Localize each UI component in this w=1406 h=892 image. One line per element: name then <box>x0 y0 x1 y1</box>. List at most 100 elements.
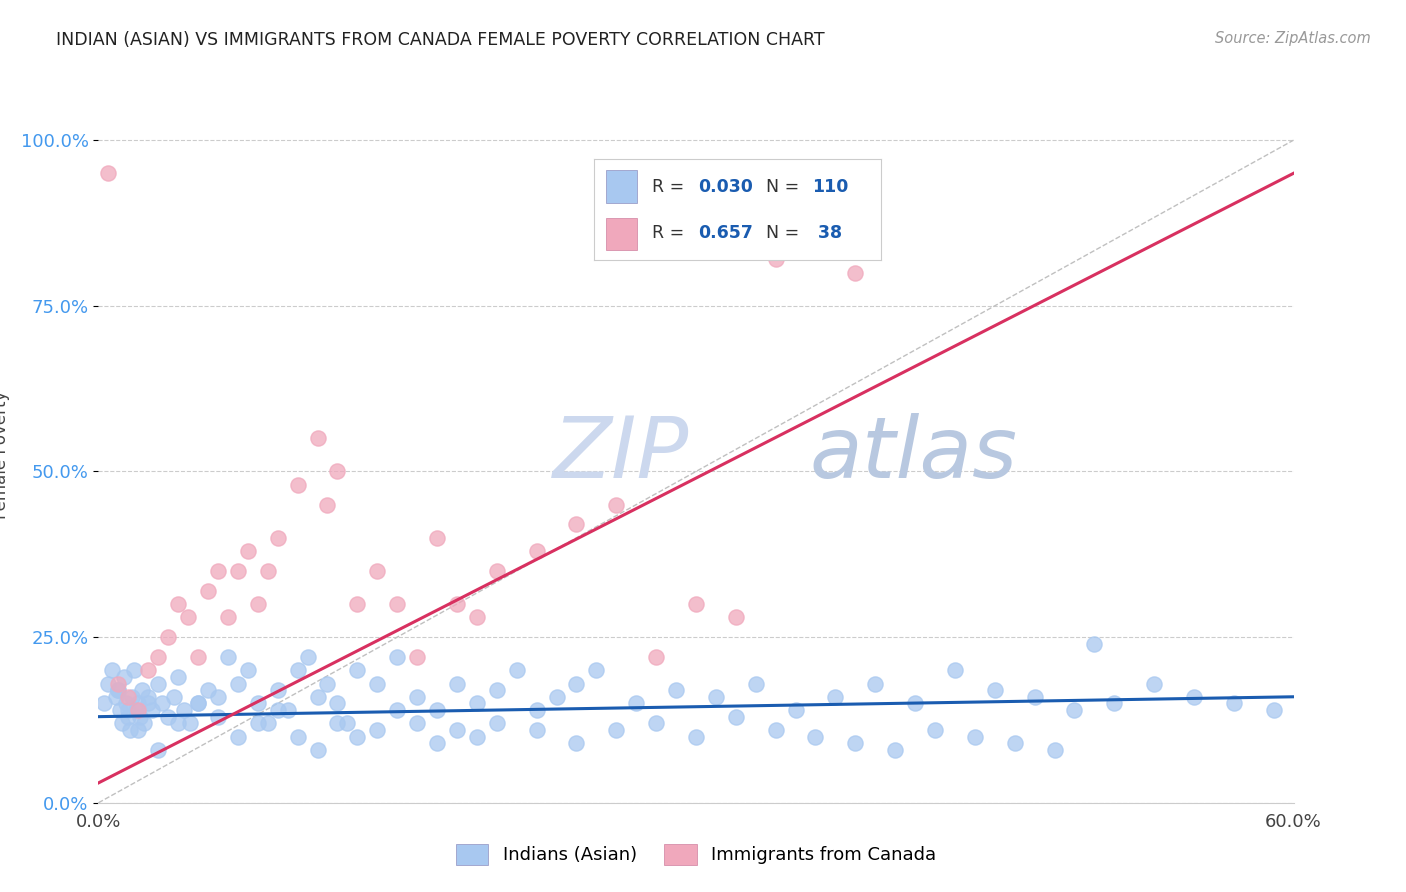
Point <box>97 166 120 180</box>
Point <box>884 743 907 757</box>
Point <box>179 716 201 731</box>
Point <box>236 544 259 558</box>
Point <box>844 736 866 750</box>
Point <box>785 703 807 717</box>
Point <box>157 709 180 723</box>
Point <box>217 610 239 624</box>
Point <box>246 597 269 611</box>
Point <box>131 683 153 698</box>
Point <box>157 630 180 644</box>
Point <box>187 697 209 711</box>
Text: R =: R = <box>652 178 689 196</box>
Point <box>93 697 115 711</box>
Point <box>120 723 142 737</box>
Point <box>485 564 508 578</box>
Point <box>366 564 388 578</box>
Point <box>121 690 143 704</box>
Point <box>117 690 139 704</box>
Point <box>824 690 846 704</box>
Point <box>148 676 170 690</box>
Point <box>316 498 339 512</box>
Point <box>134 716 156 731</box>
Point <box>446 597 468 611</box>
Point <box>704 690 727 704</box>
Point <box>297 650 319 665</box>
Point <box>107 676 129 690</box>
Point <box>924 723 946 737</box>
Point <box>485 716 508 731</box>
Point <box>316 676 339 690</box>
Point <box>287 730 309 744</box>
Text: INDIAN (ASIAN) VS IMMIGRANTS FROM CANADA FEMALE POVERTY CORRELATION CHART: INDIAN (ASIAN) VS IMMIGRANTS FROM CANADA… <box>56 31 825 49</box>
Point <box>148 743 170 757</box>
Point <box>406 690 429 704</box>
Point <box>267 683 290 698</box>
Point <box>110 703 132 717</box>
Point <box>127 703 149 717</box>
Point <box>406 716 429 731</box>
Point <box>645 716 668 731</box>
Point <box>665 683 688 698</box>
Point <box>605 498 627 512</box>
Point <box>107 683 129 698</box>
Point <box>1024 690 1046 704</box>
Point <box>904 697 927 711</box>
Point <box>346 730 368 744</box>
Point <box>187 650 209 665</box>
Point <box>426 703 449 717</box>
Point <box>724 610 747 624</box>
Point <box>167 670 190 684</box>
Point <box>426 736 449 750</box>
Text: N =: N = <box>766 225 806 243</box>
Point <box>565 736 588 750</box>
Point <box>765 723 787 737</box>
Point <box>173 703 195 717</box>
Point <box>336 716 359 731</box>
Point <box>226 676 249 690</box>
Text: R =: R = <box>652 225 689 243</box>
Bar <box>606 218 637 250</box>
Point <box>446 676 468 690</box>
Text: 0.657: 0.657 <box>697 225 752 243</box>
Point <box>1104 697 1126 711</box>
Point <box>256 716 278 731</box>
Point <box>1182 690 1205 704</box>
Text: 0.030: 0.030 <box>697 178 752 196</box>
Point <box>197 583 219 598</box>
Point <box>844 266 866 280</box>
Text: N =: N = <box>766 178 806 196</box>
Point <box>107 683 129 698</box>
Point <box>105 690 128 704</box>
Point <box>236 663 259 677</box>
Point <box>626 697 648 711</box>
Point <box>267 703 290 717</box>
Point <box>963 730 986 744</box>
Point <box>307 431 329 445</box>
Text: 38: 38 <box>813 225 842 243</box>
Point <box>197 683 219 698</box>
Point <box>565 676 588 690</box>
Point <box>863 676 887 690</box>
Bar <box>606 170 637 202</box>
Point <box>163 690 186 704</box>
Point <box>465 697 488 711</box>
Point <box>526 723 548 737</box>
Point <box>565 517 588 532</box>
Point <box>101 663 124 677</box>
Text: Source: ZipAtlas.com: Source: ZipAtlas.com <box>1215 31 1371 46</box>
Point <box>724 709 747 723</box>
Point <box>124 663 146 677</box>
Point <box>97 676 120 690</box>
Y-axis label: Female Poverty: Female Poverty <box>0 391 10 519</box>
Point <box>1043 743 1066 757</box>
Point <box>645 650 668 665</box>
Point <box>307 690 329 704</box>
Point <box>217 650 239 665</box>
Point <box>277 703 299 717</box>
Point <box>167 716 190 731</box>
Legend: Indians (Asian), Immigrants from Canada: Indians (Asian), Immigrants from Canada <box>447 835 945 874</box>
Point <box>246 697 269 711</box>
Text: ZIP: ZIP <box>553 413 689 497</box>
Point <box>326 697 349 711</box>
Point <box>526 703 548 717</box>
